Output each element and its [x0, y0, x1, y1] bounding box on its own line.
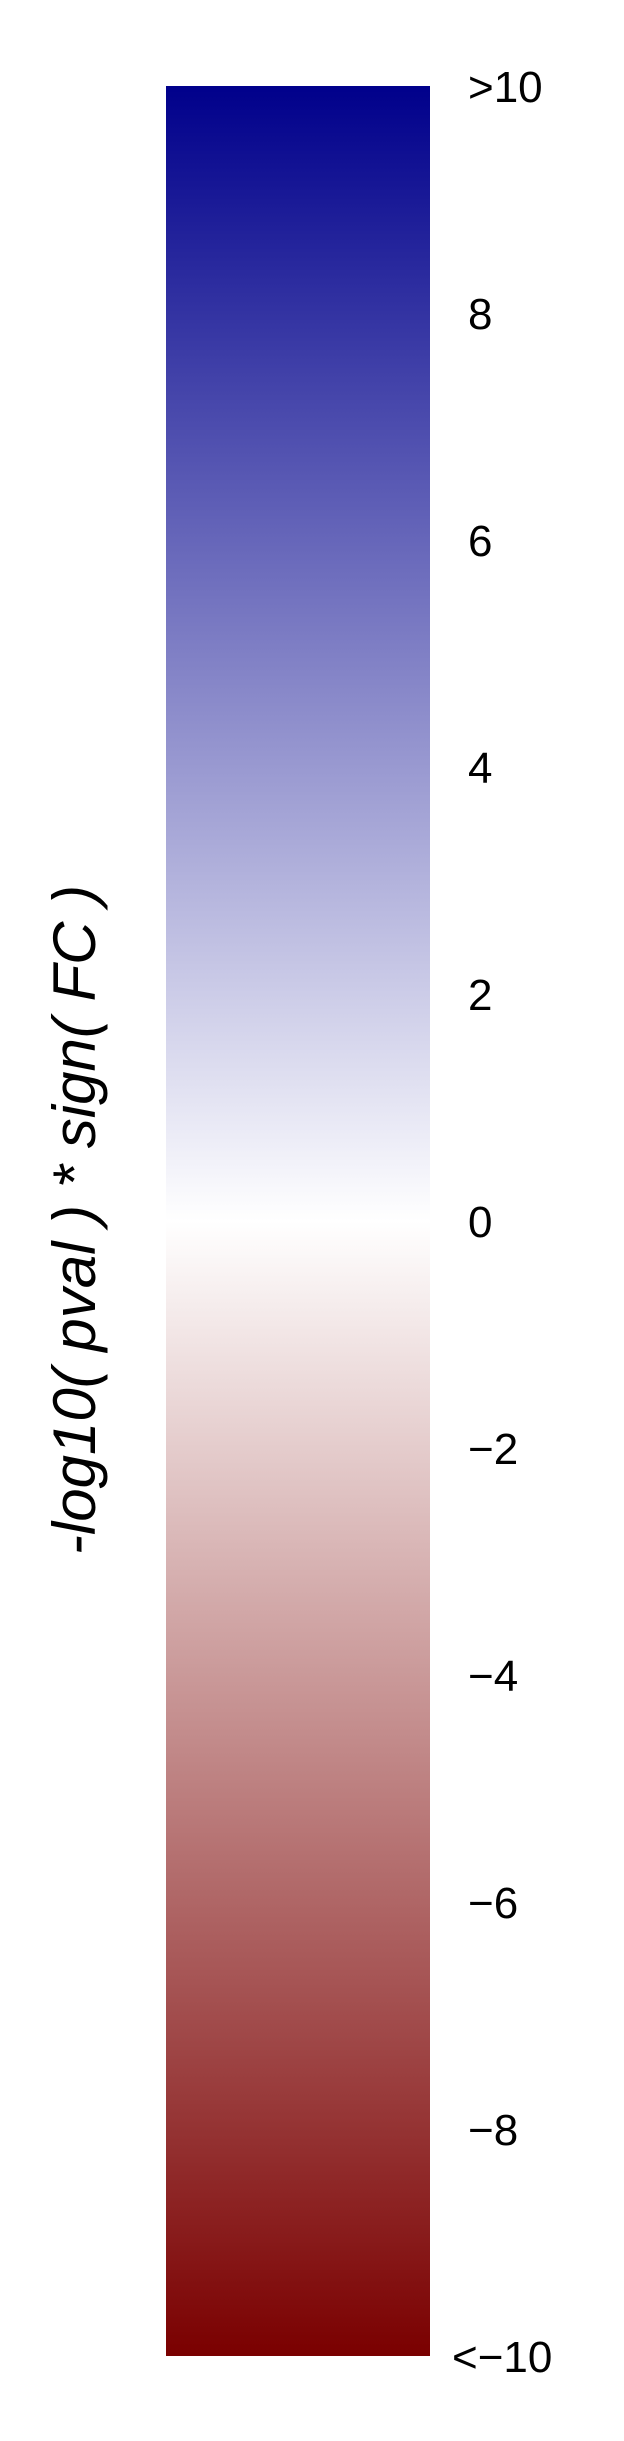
- tick-label: 8: [468, 290, 492, 339]
- tick-label: −2: [468, 1425, 518, 1474]
- tick-labels: >10 8 6 4 2 0 −2 −4 −6 −8 <−10: [452, 63, 552, 2382]
- tick-label: >10: [468, 63, 543, 112]
- tick-label: −4: [468, 1652, 518, 1701]
- axis-label: -log10( pval ) * sign( FC ): [41, 885, 108, 1555]
- colorbar-gradient: [166, 86, 430, 2356]
- tick-label: 2: [468, 971, 492, 1020]
- tick-label: 6: [468, 517, 492, 566]
- tick-label: 0: [468, 1198, 492, 1247]
- tick-label: −6: [468, 1879, 518, 1928]
- tick-label: −8: [468, 2106, 518, 2155]
- tick-label: 4: [468, 744, 492, 793]
- tick-label: <−10: [452, 2333, 552, 2382]
